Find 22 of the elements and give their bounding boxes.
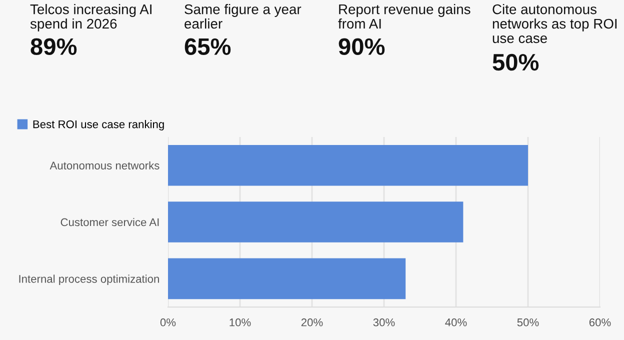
x-tick-label: 50% [517, 318, 539, 326]
text: Cite autonomous networks as top ROI use case [492, 4, 617, 44]
text: 50% [492, 54, 539, 71]
text: 65% [184, 38, 231, 55]
text: 90% [338, 38, 385, 55]
text: Report revenue gains from AI [338, 4, 470, 29]
y-tick-label: Internal process optimization [19, 274, 159, 286]
x-tick-label: 40% [445, 318, 467, 326]
bar [168, 258, 406, 300]
x-tick-label: 20% [301, 318, 323, 326]
x-tick-label: 0% [160, 318, 176, 326]
text: Same figure a year earlier [184, 4, 302, 29]
x-tick-label: 30% [373, 318, 395, 326]
text: 89% [30, 38, 77, 55]
x-tick-label: 10% [230, 318, 251, 326]
y-tick-label: Autonomous networks [50, 161, 160, 170]
x-tick-label: 60% [589, 318, 611, 326]
text: Telcos increasing AI spend in 2026 [30, 4, 152, 32]
legend-label: Best ROI use case ranking [33, 120, 164, 130]
y-tick-label: Customer service AI [60, 218, 159, 226]
bar [168, 144, 528, 186]
bar [168, 202, 464, 242]
